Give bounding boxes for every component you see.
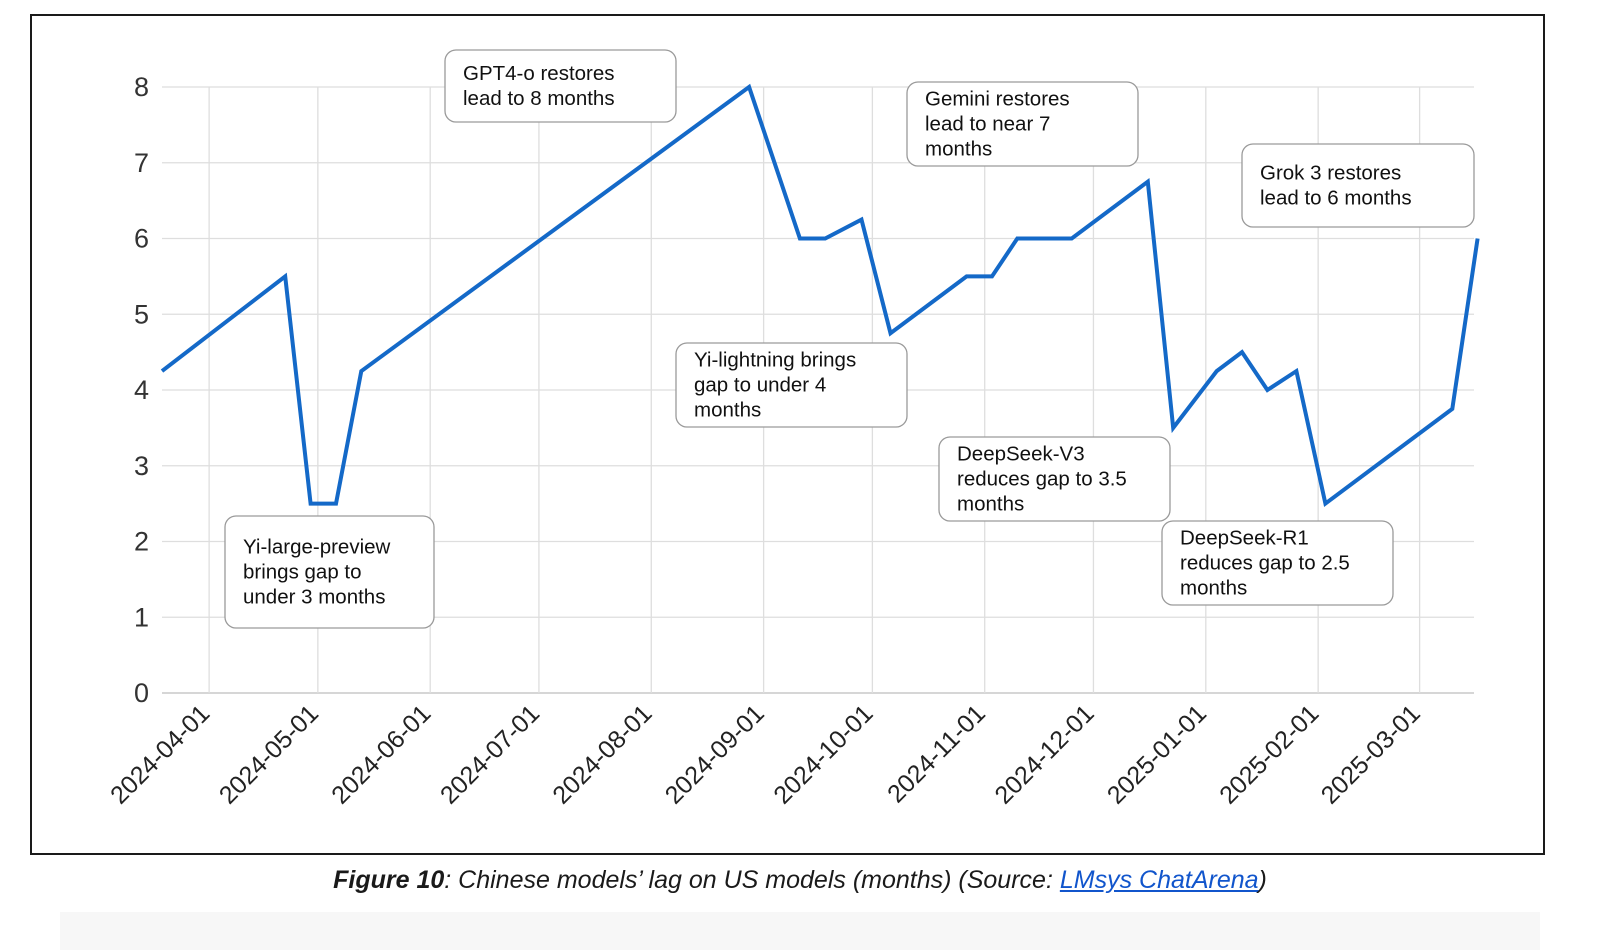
annotation-text: months (925, 138, 992, 161)
annotation-text: Yi-large-preview (243, 536, 391, 559)
annotation-box (675, 342, 908, 428)
annotation-text: months (1180, 577, 1247, 600)
annotation-text: DeepSeek-R1 (1180, 527, 1309, 550)
x-tick-label: 2024-04-01 (105, 699, 215, 809)
series-line (160, 83, 1480, 508)
bottom-band (60, 912, 1540, 950)
x-tick-label: 2024-06-01 (326, 699, 436, 809)
x-tick-label: 2024-07-01 (435, 699, 545, 809)
annotation-text: Gemini restores (925, 88, 1070, 111)
annotation-box (1161, 520, 1394, 606)
annotation-box (444, 49, 677, 123)
y-tick-label: 7 (134, 148, 149, 178)
annotation-text: brings gap to (243, 561, 362, 584)
annotation-text: DeepSeek-V3 (957, 443, 1085, 466)
annotation-text: reduces gap to 3.5 (957, 468, 1127, 491)
annotation-text: months (957, 493, 1024, 516)
annotation-text: lead to near 7 (925, 113, 1050, 136)
y-tick-label: 3 (134, 451, 149, 481)
annotation-text: Grok 3 restores (1260, 162, 1401, 185)
y-tick-label: 2 (134, 527, 149, 557)
annotation-text: Yi-lightning brings (694, 349, 856, 372)
figure-caption: Figure 10: Chinese models’ lag on US mod… (0, 866, 1600, 895)
annotation-text: under 3 months (243, 586, 385, 609)
x-tick-label: 2024-09-01 (660, 699, 770, 809)
source-link[interactable]: LMsys ChatArena (1059, 866, 1259, 894)
caption-text: : Chinese models’ lag on US models (mont… (444, 866, 1060, 894)
annotation-box (224, 515, 435, 629)
x-tick-label: 2025-03-01 (1316, 699, 1426, 809)
x-tick-label: 2024-08-01 (547, 699, 657, 809)
x-tick-label: 2024-11-01 (882, 699, 991, 808)
y-tick-label: 5 (134, 299, 149, 329)
y-tick-label: 6 (134, 224, 149, 254)
x-tick-label: 2025-01-01 (1102, 699, 1212, 809)
annotation-box (906, 81, 1139, 167)
y-tick-labels: 0 1 2 3 4 5 6 7 8 (134, 72, 149, 708)
annotation-text: lead to 8 months (463, 87, 615, 110)
x-tick-label: 2024-12-01 (989, 699, 1099, 809)
annotation-box (938, 436, 1171, 522)
annotation-box (1241, 143, 1475, 228)
annotation-text: GPT4-o restores (463, 62, 615, 85)
caption-end: ) (1258, 866, 1267, 894)
annotation-text: gap to under 4 (694, 374, 826, 397)
series-layer (160, 83, 1480, 508)
x-tick-label: 2025-02-01 (1214, 699, 1324, 809)
y-tick-label: 4 (134, 375, 149, 405)
annotation-text: months (694, 399, 761, 422)
y-tick-label: 8 (134, 72, 149, 102)
y-tick-label: 0 (134, 678, 149, 708)
annotation-text: reduces gap to 2.5 (1180, 552, 1350, 575)
figure-label: Figure 10 (333, 866, 445, 894)
annotation-text: lead to 6 months (1260, 187, 1412, 210)
y-tick-label: 1 (134, 602, 149, 632)
chart-frame: 0 1 2 3 4 5 6 7 8 2024-04-01 2024-05-01 2024-06-01… (30, 14, 1545, 855)
x-tick-label: 2024-10-01 (768, 699, 878, 809)
x-tick-label: 2024-05-01 (214, 699, 324, 809)
